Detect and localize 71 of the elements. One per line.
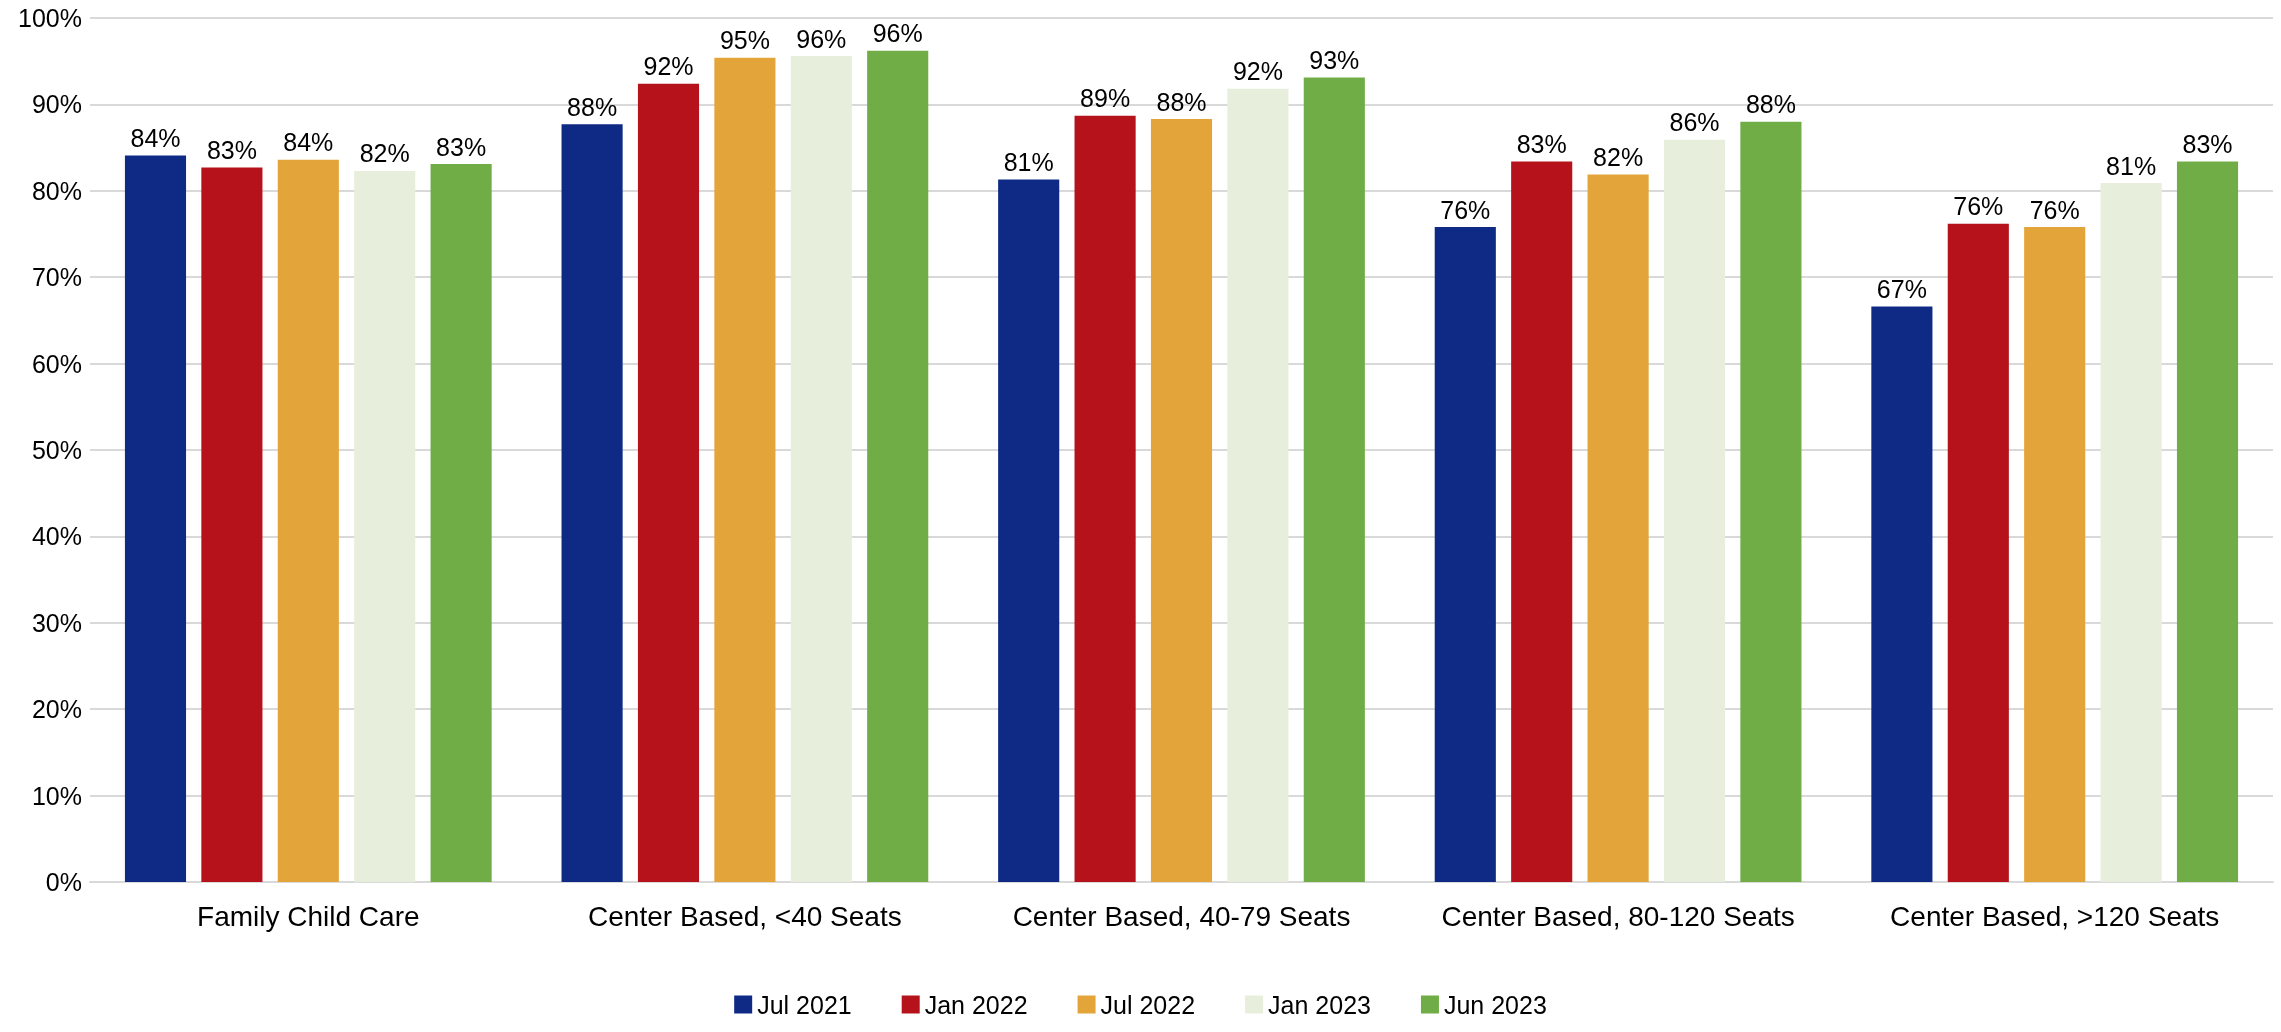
y-tick-label: 50% [31, 436, 82, 464]
bar [1303, 77, 1365, 882]
legend-label: Jan 2022 [924, 990, 1028, 1019]
bar [2100, 183, 2162, 882]
bar [201, 167, 263, 882]
legend-label: Jul 2022 [1100, 990, 1196, 1019]
bar [1663, 139, 1726, 882]
data-label: 83% [1516, 129, 1567, 158]
data-label: 82% [359, 139, 410, 168]
bar [1587, 174, 1649, 882]
data-label: 84% [283, 128, 334, 157]
x-tick-label: Family Child Care [197, 900, 420, 932]
data-label: 88% [1745, 90, 1796, 119]
data-label: 83% [206, 135, 257, 164]
legend-label: Jul 2021 [757, 990, 852, 1019]
data-label: 92% [1232, 57, 1283, 86]
y-tick-label: 20% [31, 695, 82, 724]
x-tick-label: Center Based, >120 Seats [1890, 900, 2220, 932]
bar [1227, 88, 1289, 882]
data-label: 86% [1669, 108, 1720, 137]
data-label: 67% [1876, 275, 1927, 304]
legend-label: Jan 2023 [1268, 990, 1371, 1019]
y-tick-label: 70% [31, 263, 82, 292]
bar [277, 159, 339, 882]
x-tick-label: Center Based, 40-79 Seats [1012, 900, 1351, 932]
bar [2176, 161, 2239, 882]
bar [561, 124, 623, 882]
data-label: 88% [567, 92, 618, 121]
y-tick-label: 0% [45, 868, 82, 896]
bar [1871, 306, 1933, 882]
x-tick-label: Center Based, 80-120 Seats [1441, 900, 1795, 932]
data-label: 89% [1080, 84, 1131, 113]
bar [2024, 227, 2086, 882]
data-label: 82% [1593, 142, 1644, 171]
bar [998, 179, 1060, 882]
data-label: 76% [1953, 192, 2004, 221]
data-label: 93% [1309, 46, 1360, 75]
bar [637, 83, 700, 882]
bar [867, 50, 929, 882]
bar [1947, 223, 2009, 882]
data-label: 96% [872, 19, 923, 48]
y-tick-label: 40% [31, 522, 82, 551]
data-label: 88% [1156, 87, 1207, 116]
bar [1740, 121, 1802, 882]
bar [430, 164, 492, 882]
bar [1150, 119, 1213, 882]
legend-label: Jun 2023 [1443, 990, 1547, 1019]
data-label: 83% [2182, 129, 2233, 158]
y-tick-label: 10% [31, 781, 82, 810]
data-label: 83% [436, 132, 487, 161]
bar [354, 170, 416, 882]
x-tick-label: Center Based, <40 Seats [588, 900, 902, 932]
y-tick-label: 100% [18, 4, 82, 32]
y-tick-label: 30% [31, 608, 82, 637]
data-label: 92% [643, 52, 694, 81]
y-tick-label: 80% [31, 176, 82, 205]
bar [714, 57, 776, 882]
bar [1511, 161, 1573, 882]
bar [124, 155, 187, 882]
data-label: 81% [2106, 151, 2157, 180]
y-tick-label: 60% [31, 349, 82, 378]
data-label: 84% [130, 123, 181, 152]
y-tick-label: 90% [31, 90, 82, 119]
data-label: 81% [1003, 148, 1054, 177]
data-label: 95% [719, 26, 770, 55]
data-label: 76% [2029, 195, 2080, 224]
bar [1074, 115, 1136, 882]
data-label: 76% [1440, 195, 1491, 224]
bar [790, 56, 852, 882]
data-label: 96% [796, 24, 847, 53]
bar [1434, 227, 1496, 882]
